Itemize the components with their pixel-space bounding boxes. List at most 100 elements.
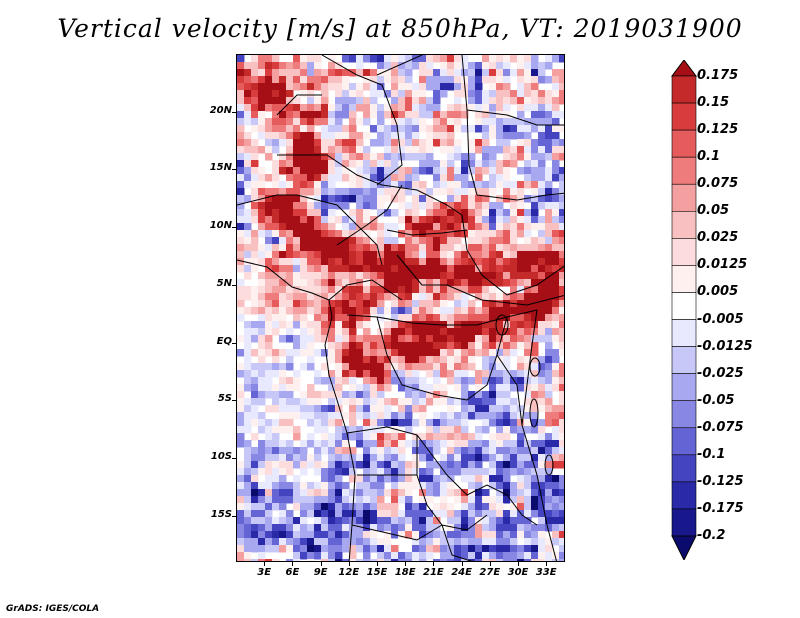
lake-outline — [544, 454, 554, 476]
colorbar-swatch — [671, 508, 697, 537]
credit-text: GrADS: IGES/COLA — [6, 604, 100, 614]
lon-label: 15E — [366, 567, 388, 578]
lat-label: 5S — [217, 393, 232, 405]
border-line — [346, 426, 538, 526]
lon-tick — [264, 562, 266, 566]
lat-label: 10N — [209, 220, 232, 232]
lat-tick — [232, 400, 236, 402]
colorbar-level-label: 0.005 — [697, 284, 739, 300]
border-line — [237, 259, 356, 561]
border-line — [336, 184, 403, 246]
border-line — [416, 435, 488, 531]
lon-tick — [518, 562, 519, 566]
colorbar-swatch — [671, 400, 697, 429]
lon-tick — [377, 562, 378, 566]
lon-label: 21E — [423, 567, 444, 578]
colorbar-level-label: 0.1 — [697, 149, 721, 165]
border-line — [237, 194, 297, 206]
lon-tick — [546, 562, 548, 566]
lon-label: 33E — [535, 567, 557, 578]
colorbar-level-label: 0.075 — [697, 176, 739, 192]
chart-title: Vertical velocity [m/s] at 850hPa, VT: 2… — [57, 14, 743, 43]
colorbar-swatch — [671, 292, 697, 320]
lat-label: EQ — [216, 335, 232, 347]
lat-tick — [232, 169, 236, 171]
colorbar-min-arrow — [671, 535, 697, 560]
velocity-map — [236, 54, 565, 562]
colorbar — [671, 60, 697, 560]
lat-tick — [232, 515, 236, 517]
colorbar-level-label: -0.1 — [697, 446, 726, 462]
colorbar-level-label: -0.0125 — [697, 338, 753, 354]
lat-tick — [232, 342, 236, 344]
colorbar-swatch — [671, 454, 697, 483]
colorbar-level-label: 0.175 — [697, 68, 739, 83]
border-line — [376, 55, 423, 76]
lon-label: 6E — [285, 567, 300, 578]
lat-label: 5N — [216, 277, 232, 289]
lat-tick — [232, 458, 236, 460]
lon-tick — [433, 562, 435, 566]
colorbar-level-label: 0.125 — [697, 122, 739, 138]
colorbar-level-label: -0.175 — [697, 500, 744, 516]
border-line — [328, 279, 403, 301]
lat-tick — [232, 111, 236, 113]
colorbar-level-label: 0.025 — [697, 230, 739, 246]
border-line — [386, 229, 468, 236]
border-line — [461, 55, 478, 196]
lon-label: 3E — [257, 567, 272, 578]
colorbar-swatch — [671, 238, 697, 266]
border-line — [466, 109, 564, 126]
colorbar-level-label: -0.125 — [697, 473, 744, 489]
border-line — [276, 94, 322, 116]
border-line — [376, 316, 508, 401]
lat-label: 15S — [210, 508, 232, 520]
lon-label: 30E — [507, 567, 529, 578]
lat-label: 10S — [210, 451, 232, 463]
colorbar-swatch — [671, 183, 697, 212]
colorbar-level-label: 0.15 — [697, 95, 730, 111]
lat-label: 15N — [209, 162, 232, 174]
velocity-field — [237, 55, 564, 561]
border-line — [476, 192, 564, 201]
lake-outline — [529, 357, 541, 377]
lon-label: 12E — [338, 567, 360, 578]
colorbar-swatch — [671, 346, 697, 374]
border-line — [296, 194, 383, 266]
colorbar-swatch — [671, 481, 697, 510]
lon-label: 24E — [451, 567, 472, 578]
lon-tick — [320, 562, 322, 566]
colorbar-swatch — [671, 75, 697, 104]
colorbar-swatch — [671, 156, 697, 185]
lake-outline — [495, 314, 509, 336]
lon-label: 9E — [313, 567, 328, 578]
lon-tick — [489, 562, 491, 566]
lon-label: 18E — [394, 567, 416, 578]
lat-tick — [232, 284, 236, 286]
border-line — [396, 254, 564, 306]
colorbar-swatch — [671, 319, 697, 347]
border-line — [351, 524, 443, 541]
colorbar-max-arrow — [671, 60, 697, 77]
border-line — [321, 55, 403, 186]
lat-tick — [232, 227, 236, 229]
colorbar-swatch — [671, 373, 697, 402]
colorbar-swatch — [671, 102, 697, 131]
country-borders — [237, 55, 564, 561]
lake-outline — [529, 398, 539, 428]
colorbar-level-label: -0.05 — [697, 392, 735, 408]
border-line — [461, 214, 564, 296]
velocity-shading — [237, 55, 564, 561]
colorbar-swatch — [671, 210, 697, 239]
lat-label: 20N — [209, 104, 232, 116]
colorbar-level-label: -0.2 — [697, 528, 726, 543]
lon-tick — [292, 562, 294, 566]
lon-label: 27E — [479, 567, 501, 578]
border-line — [496, 354, 523, 426]
colorbar-swatch — [671, 427, 697, 456]
colorbar-level-label: 0.0125 — [697, 257, 748, 273]
colorbar-level-label: 0.05 — [697, 203, 730, 219]
colorbar-swatch — [671, 129, 697, 158]
colorbar-level-label: -0.025 — [697, 365, 744, 381]
border-line — [441, 524, 473, 561]
